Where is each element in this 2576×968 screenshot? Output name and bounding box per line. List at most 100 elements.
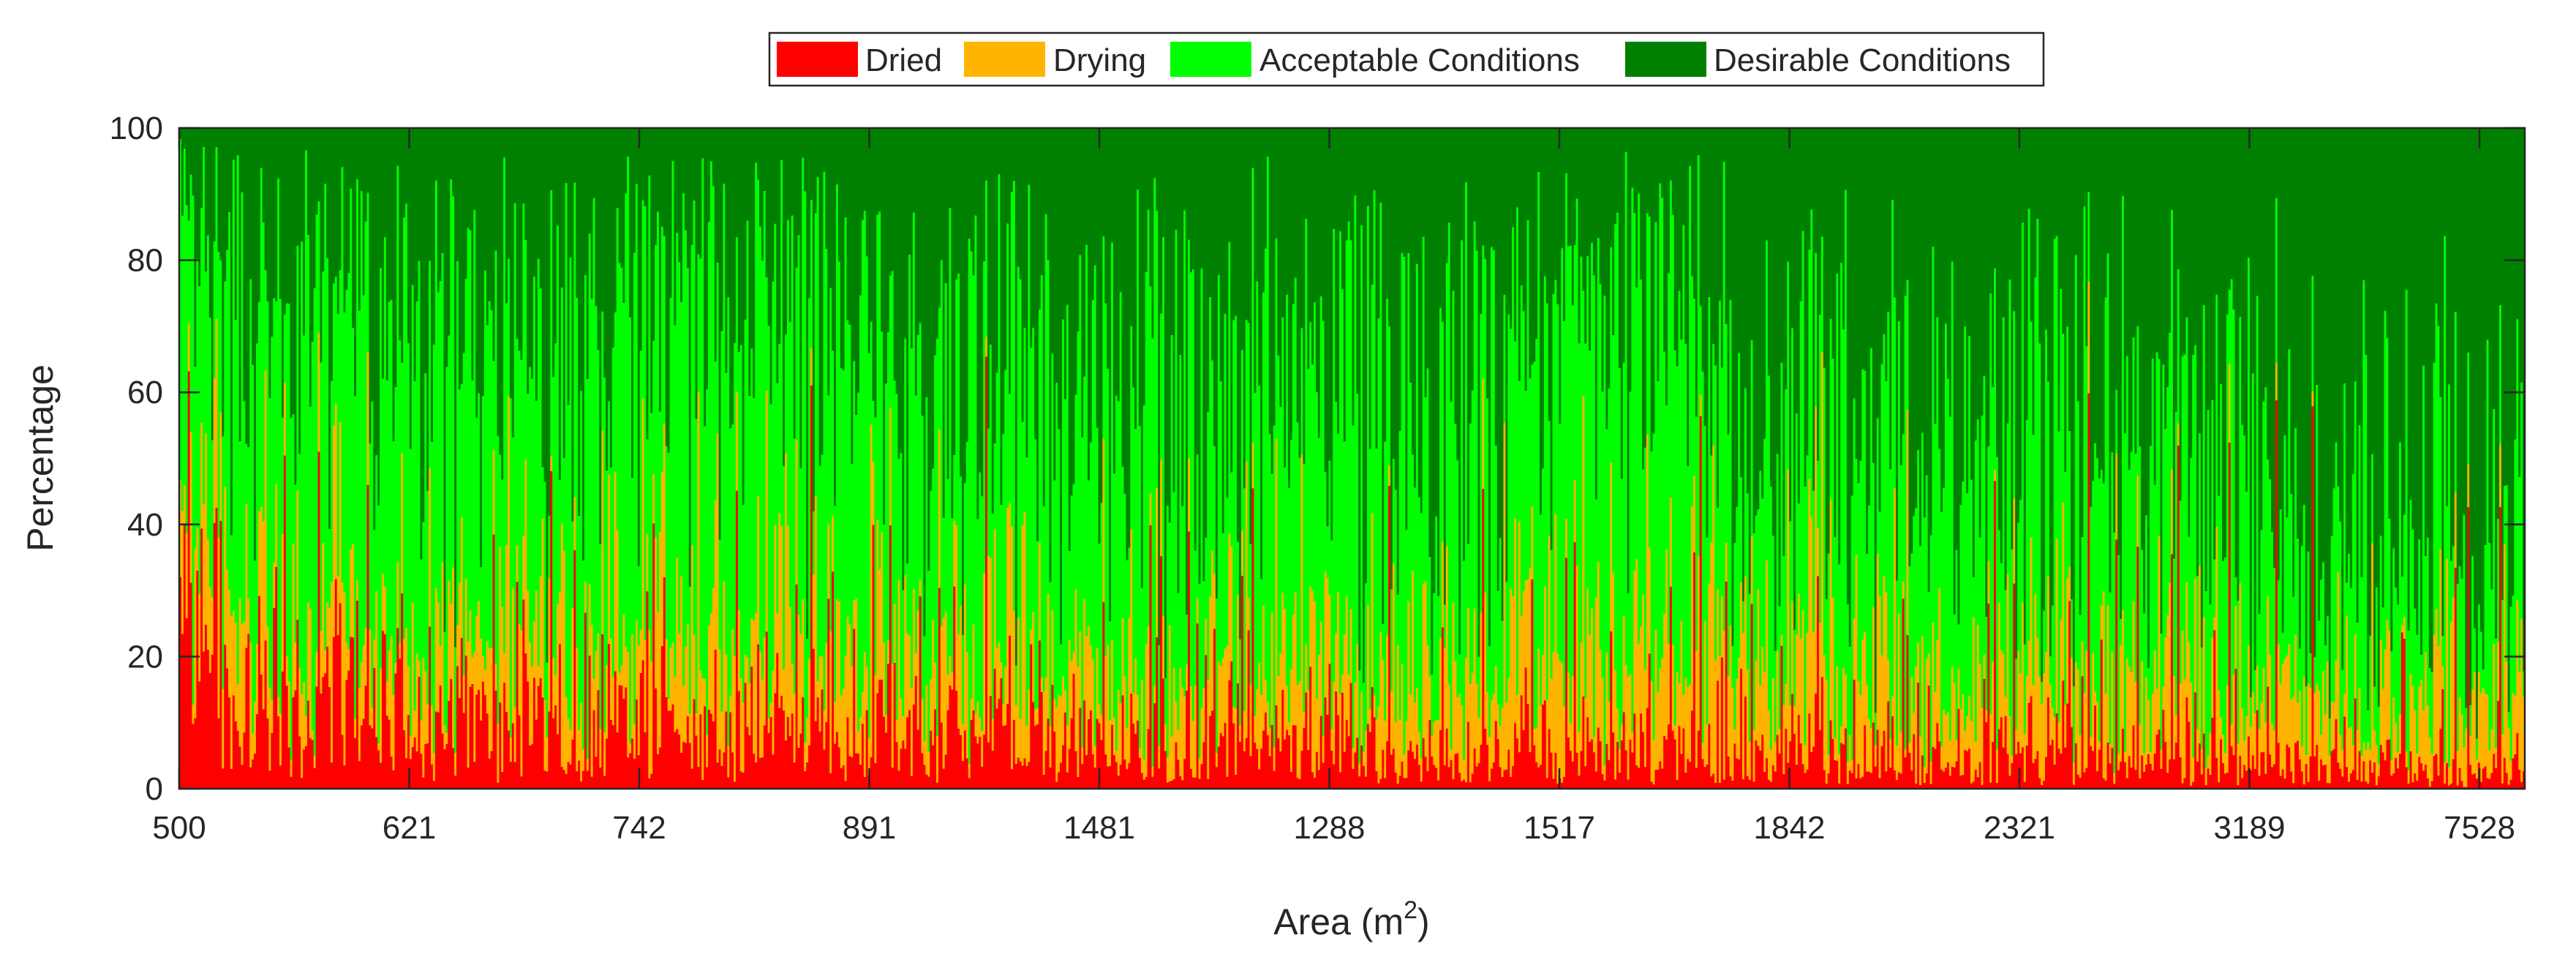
bar-segment-desirable-conditions	[1341, 128, 1344, 290]
bar-segment-dried	[2213, 630, 2216, 789]
bar-segment-dried	[181, 634, 184, 789]
bar-segment-dried	[2171, 554, 2174, 789]
bar-segment-desirable-conditions	[723, 128, 726, 184]
bar-segment-acceptable-conditions	[932, 468, 935, 620]
bar-segment-acceptable-conditions	[991, 514, 995, 719]
bar-segment-dried	[381, 631, 385, 789]
bar-segment-desirable-conditions	[2134, 128, 2137, 454]
bar-segment-dried	[2365, 781, 2368, 789]
bar-segment-acceptable-conditions	[1164, 678, 1167, 725]
bar-segment-dried	[518, 715, 521, 789]
bar-segment-desirable-conditions	[742, 128, 745, 506]
bar-segment-desirable-conditions	[1831, 128, 1834, 359]
bar-segment-desirable-conditions	[260, 128, 263, 168]
bar-segment-drying	[1505, 702, 1508, 770]
bar-segment-desirable-conditions	[1550, 128, 1553, 550]
bar-segment-drying	[1164, 724, 1167, 751]
bar-segment-acceptable-conditions	[763, 191, 767, 637]
bar-segment-drying	[2094, 691, 2097, 706]
bar-segment-desirable-conditions	[1761, 128, 1764, 499]
bar-segment-drying	[396, 562, 399, 629]
bar-segment-acceptable-conditions	[2264, 387, 2267, 723]
bar-segment-acceptable-conditions	[682, 193, 685, 686]
bar-segment-dried	[2441, 689, 2444, 789]
bar-segment-desirable-conditions	[1060, 128, 1063, 645]
bar-segment-acceptable-conditions	[548, 515, 551, 579]
bar-segment-drying	[1522, 591, 1526, 730]
bar-segment-desirable-conditions	[1578, 128, 1581, 344]
bar-segment-drying	[1226, 645, 1229, 777]
bar-segment-dried	[2398, 754, 2402, 789]
bar-segment-desirable-conditions	[2367, 128, 2370, 710]
bar-segment-dried	[2079, 777, 2082, 789]
bar-segment-dried	[364, 686, 368, 789]
bar-segment-dried	[663, 577, 666, 789]
bar-segment-desirable-conditions	[1098, 128, 1101, 544]
bar-segment-dried	[309, 738, 312, 789]
bar-segment-dried	[2134, 769, 2137, 789]
bar-segment-desirable-conditions	[520, 128, 523, 360]
bar-segment-dried	[2297, 740, 2300, 789]
bar-segment-desirable-conditions	[1465, 128, 1468, 183]
bar-segment-desirable-conditions	[264, 128, 268, 271]
bar-segment-dried	[2499, 507, 2502, 789]
bar-segment-drying	[296, 490, 299, 620]
bar-segment-drying	[1932, 623, 1935, 747]
bar-segment-dried	[1025, 765, 1028, 789]
bar-segment-desirable-conditions	[1232, 128, 1235, 320]
bar-segment-dried	[2339, 768, 2342, 789]
bar-segment-acceptable-conditions	[655, 244, 658, 539]
bar-segment-drying	[1844, 675, 1848, 729]
bar-segment-dried	[821, 689, 824, 789]
bar-segment-dried	[748, 735, 751, 789]
bar-segment-drying	[326, 602, 329, 647]
bar-segment-drying	[1384, 721, 1387, 778]
bar-segment-dried	[1514, 723, 1517, 789]
bar-segment-acceptable-conditions	[1631, 187, 1634, 732]
bar-segment-dried	[2100, 639, 2104, 789]
bar-segment-acceptable-conditions	[1618, 368, 1622, 750]
bar-segment-drying	[1815, 406, 1818, 694]
bar-segment-drying	[1955, 740, 1959, 762]
bar-segment-dried	[439, 685, 442, 789]
bar-segment-dried	[1219, 732, 1223, 789]
bar-segment-acceptable-conditions	[1068, 551, 1072, 640]
bar-segment-desirable-conditions	[1505, 128, 1508, 582]
bar-segment-desirable-conditions	[2499, 128, 2502, 306]
bar-segment-acceptable-conditions	[1240, 350, 1244, 530]
bar-segment-dried	[1006, 703, 1009, 789]
bar-segment-dried	[213, 522, 216, 789]
bar-segment-acceptable-conditions	[686, 268, 690, 624]
bar-segment-drying	[1524, 580, 1528, 668]
bar-segment-acceptable-conditions	[1597, 238, 1600, 562]
bar-segment-acceptable-conditions	[2002, 317, 2006, 655]
bar-segment-drying	[2486, 694, 2490, 778]
bar-segment-dried	[1618, 772, 1622, 789]
bar-segment-dried	[1465, 782, 1468, 789]
bar-segment-desirable-conditions	[595, 128, 598, 307]
bar-segment-drying	[492, 450, 496, 535]
bar-segment-acceptable-conditions	[2027, 209, 2031, 641]
bar-segment-desirable-conditions	[1812, 128, 1815, 491]
bar-segment-desirable-conditions	[1959, 128, 1962, 506]
bar-segment-drying	[891, 664, 895, 768]
bar-segment-drying	[1435, 720, 1438, 768]
bar-segment-desirable-conditions	[1452, 128, 1455, 291]
bar-segment-dried	[1654, 770, 1658, 789]
bar-segment-desirable-conditions	[2512, 128, 2515, 596]
bar-segment-drying	[995, 648, 999, 709]
bar-segment-drying	[1431, 735, 1434, 757]
bar-segment-desirable-conditions	[317, 128, 321, 202]
bar-segment-desirable-conditions	[1109, 128, 1112, 621]
bar-segment-acceptable-conditions	[2477, 604, 2481, 672]
bar-segment-acceptable-conditions	[194, 367, 197, 549]
bar-segment-acceptable-conditions	[2104, 297, 2108, 694]
bar-segment-drying	[748, 683, 751, 735]
bar-segment-acceptable-conditions	[832, 350, 835, 516]
bar-segment-dried	[511, 723, 515, 789]
bar-segment-drying	[2294, 634, 2297, 743]
bar-segment-desirable-conditions	[1885, 128, 1888, 381]
bar-segment-drying	[2469, 736, 2472, 765]
bar-segment-drying	[511, 588, 515, 724]
bar-segment-desirable-conditions	[522, 128, 525, 204]
